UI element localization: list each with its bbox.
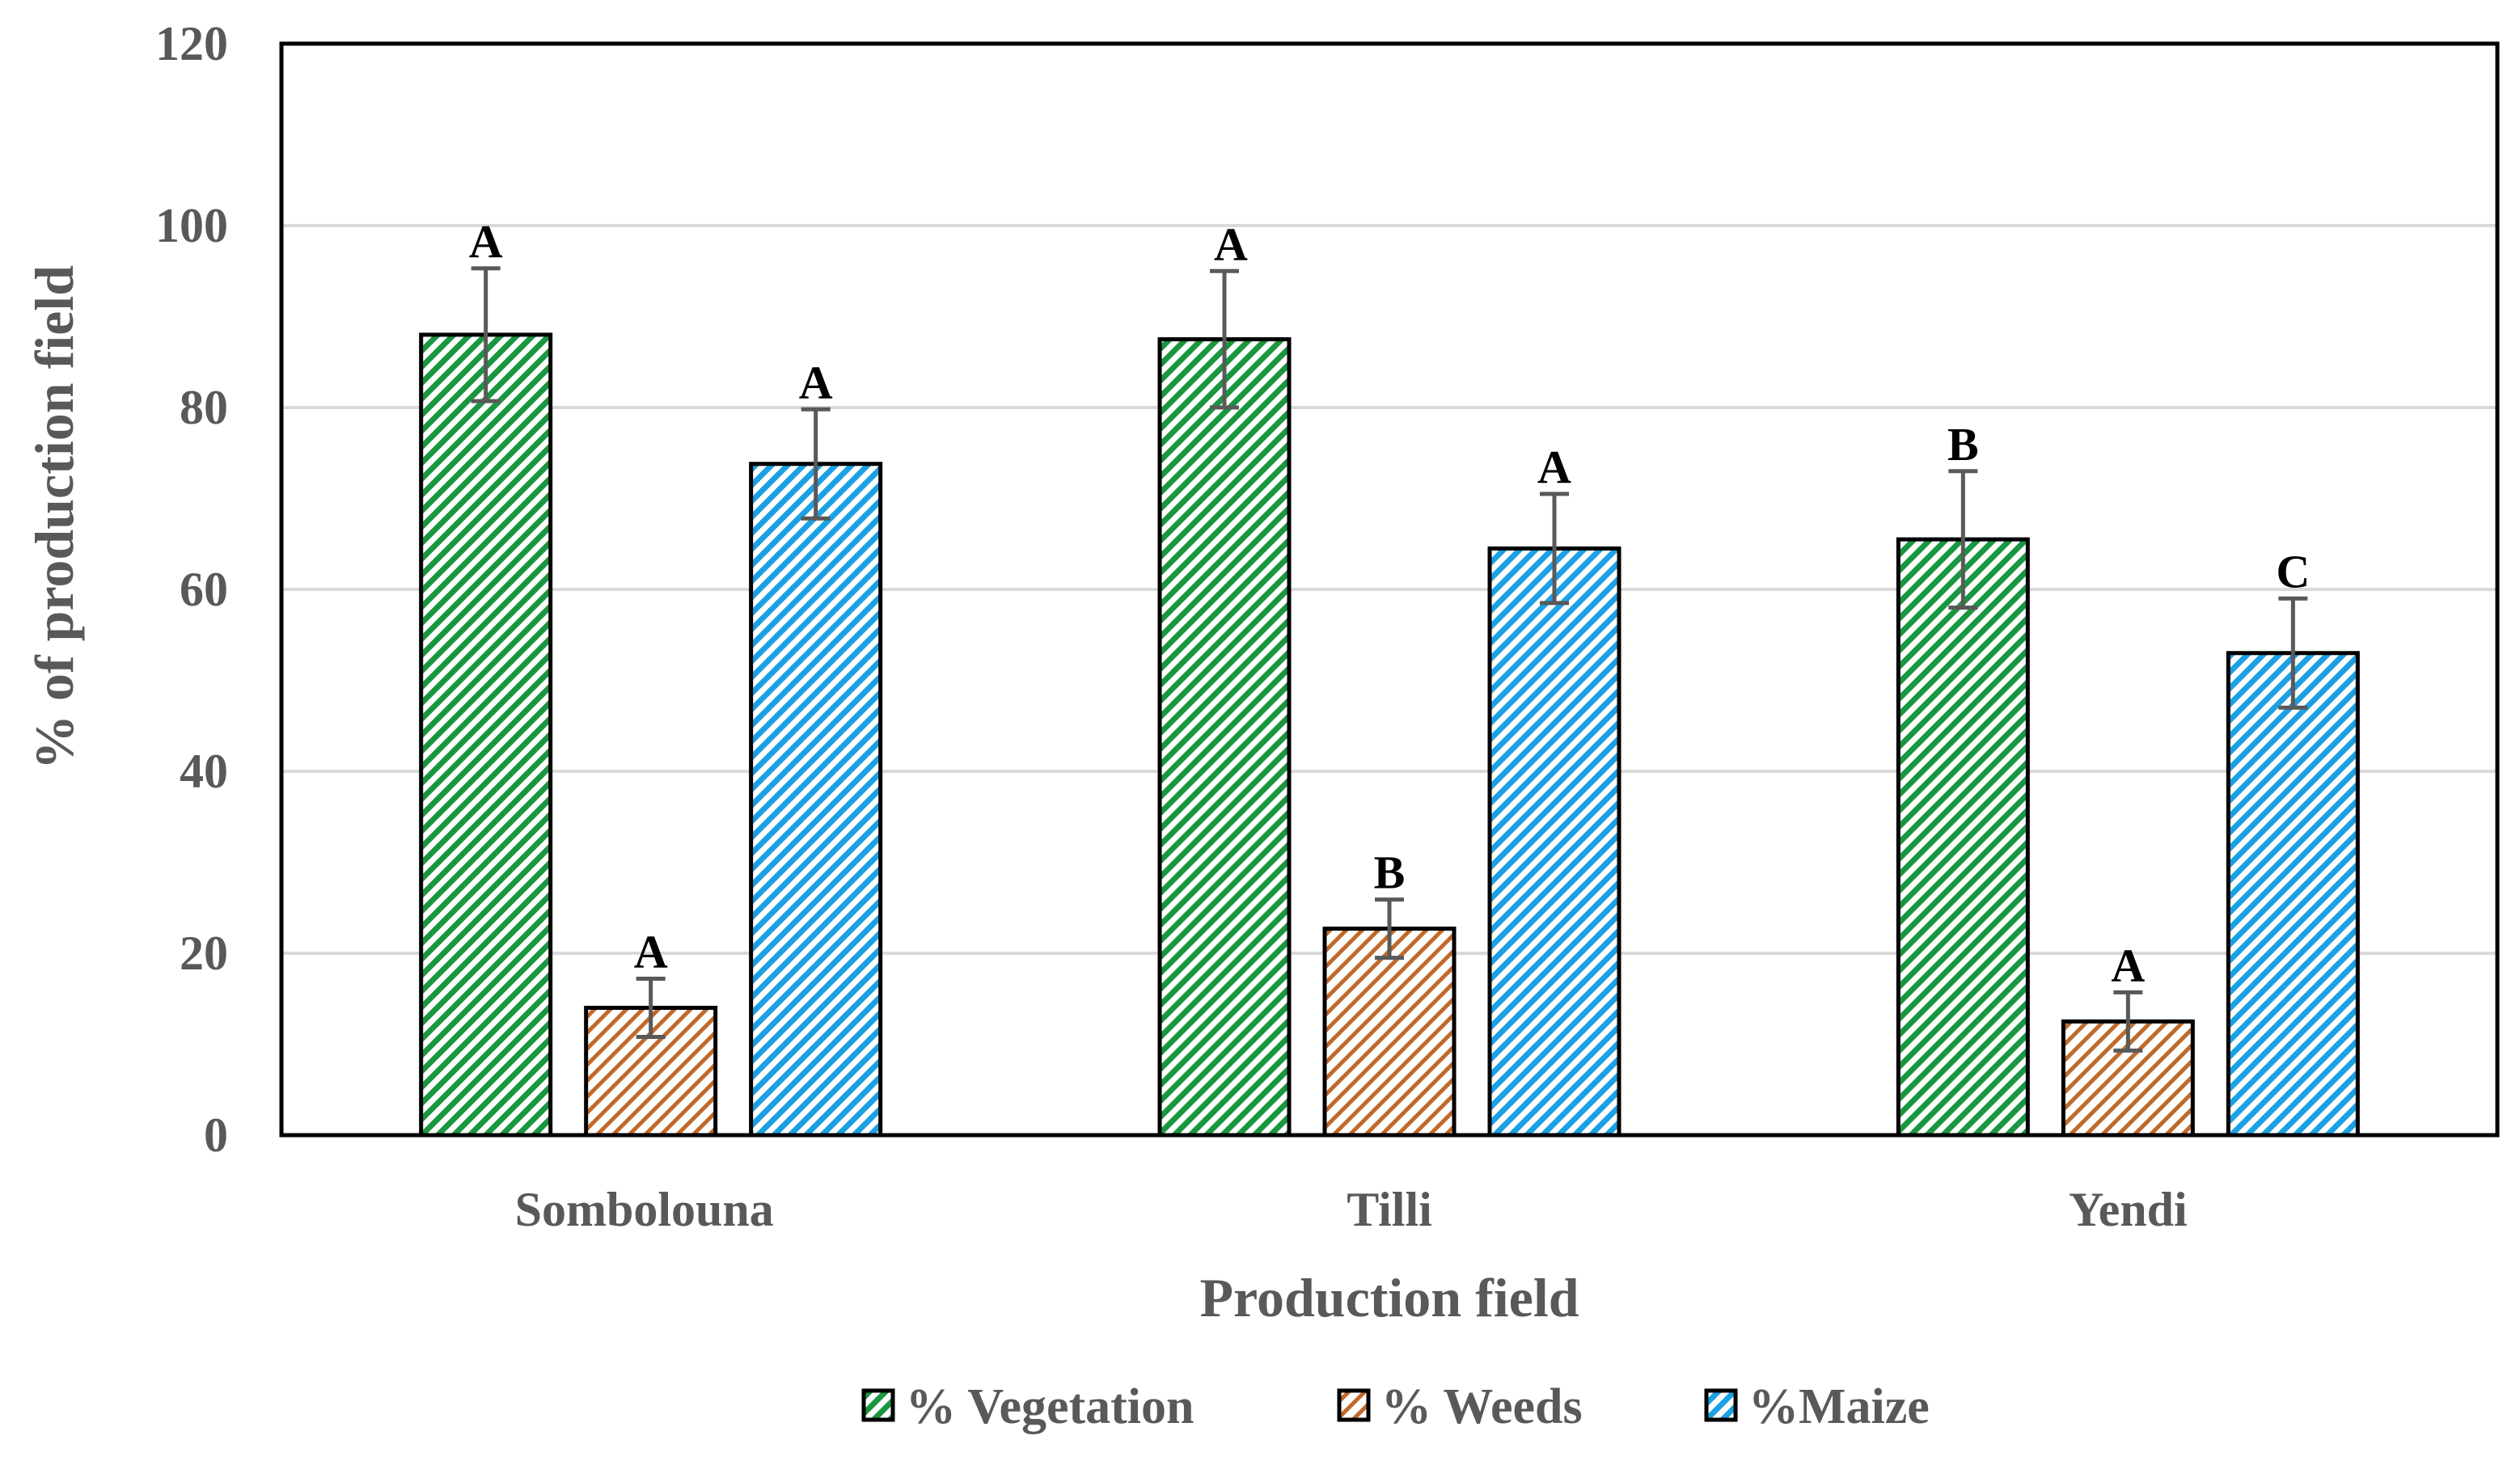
- y-tick-label: 120: [155, 17, 228, 70]
- legend-swatch: [1337, 1388, 1371, 1422]
- significance-label: B: [1947, 418, 1979, 471]
- bar-vegetation-yendi: [1896, 537, 2030, 1138]
- error-bars: [471, 266, 2308, 1053]
- error-bar-weeds-yendi: [2113, 990, 2143, 1053]
- y-tick-label: 60: [180, 563, 228, 616]
- significance-label: A: [1537, 441, 1571, 493]
- significance-label: A: [634, 926, 668, 978]
- bar-vegetation-tilli: [1157, 337, 1292, 1138]
- y-axis-ticks: 0 20 40 60 80 100 120: [155, 17, 228, 1162]
- legend-swatch: [861, 1388, 895, 1422]
- y-tick-label: 80: [180, 381, 228, 434]
- error-bar-weeds-sombolouna: [636, 977, 666, 1039]
- significance-labels: A A A A B A B A C: [469, 215, 2311, 992]
- bar-maize-sombolouna: [749, 462, 883, 1138]
- legend-label: % Weeds: [1381, 1379, 1583, 1434]
- error-bar-weeds-tilli: [1375, 897, 1404, 961]
- legend-swatch: [1704, 1388, 1738, 1422]
- significance-label: C: [2276, 545, 2310, 597]
- legend-item-maize: %Maize: [1704, 1379, 1930, 1434]
- legend-item-weeds: % Weeds: [1337, 1379, 1583, 1434]
- error-bar-maize-sombolouna: [801, 407, 831, 521]
- bar-maize-tilli: [1487, 546, 1622, 1138]
- y-tick-label: 0: [204, 1108, 228, 1162]
- significance-label: A: [1214, 217, 1248, 270]
- significance-label: A: [2111, 939, 2145, 991]
- significance-label: A: [799, 356, 833, 408]
- x-category-label: Sombolouna: [515, 1183, 774, 1236]
- legend: % Vegetation % Weeds %Maize: [861, 1379, 1930, 1434]
- y-tick-label: 100: [155, 199, 228, 252]
- bars: [419, 332, 2360, 1138]
- gridlines: [281, 224, 2497, 955]
- error-bar-vegetation-yendi: [1948, 469, 1978, 610]
- x-category-label: Tilli: [1347, 1183, 1432, 1236]
- y-tick-label: 40: [180, 745, 228, 798]
- legend-label: %Maize: [1748, 1379, 1930, 1434]
- y-axis-title: % of production field: [23, 265, 85, 770]
- error-bar-maize-yendi: [2278, 596, 2308, 710]
- error-bar-maize-tilli: [1540, 492, 1569, 606]
- error-bar-vegetation-tilli: [1210, 268, 1239, 410]
- x-axis-title: Production field: [1199, 1267, 1579, 1328]
- bar-vegetation-sombolouna: [419, 332, 553, 1138]
- x-axis-categories: Sombolouna Tilli Yendi: [515, 1183, 2188, 1236]
- significance-label: B: [1374, 847, 1406, 899]
- legend-label: % Vegetation: [906, 1379, 1194, 1434]
- significance-label: A: [469, 215, 503, 268]
- bar-maize-yendi: [2226, 651, 2360, 1138]
- x-category-label: Yendi: [2069, 1183, 2188, 1236]
- error-bar-vegetation-sombolouna: [471, 266, 501, 403]
- y-tick-label: 20: [180, 927, 228, 980]
- plot-area-frame: [279, 41, 2500, 1138]
- legend-item-vegetation: % Vegetation: [861, 1379, 1194, 1434]
